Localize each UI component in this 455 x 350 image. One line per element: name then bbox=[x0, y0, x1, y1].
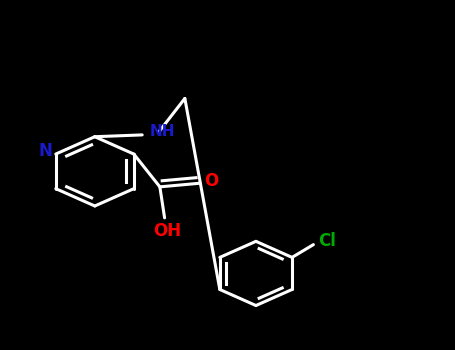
Text: NH: NH bbox=[149, 124, 175, 139]
Text: O: O bbox=[204, 173, 218, 190]
Text: Cl: Cl bbox=[318, 232, 336, 250]
Text: OH: OH bbox=[153, 222, 181, 240]
Text: N: N bbox=[38, 142, 52, 160]
